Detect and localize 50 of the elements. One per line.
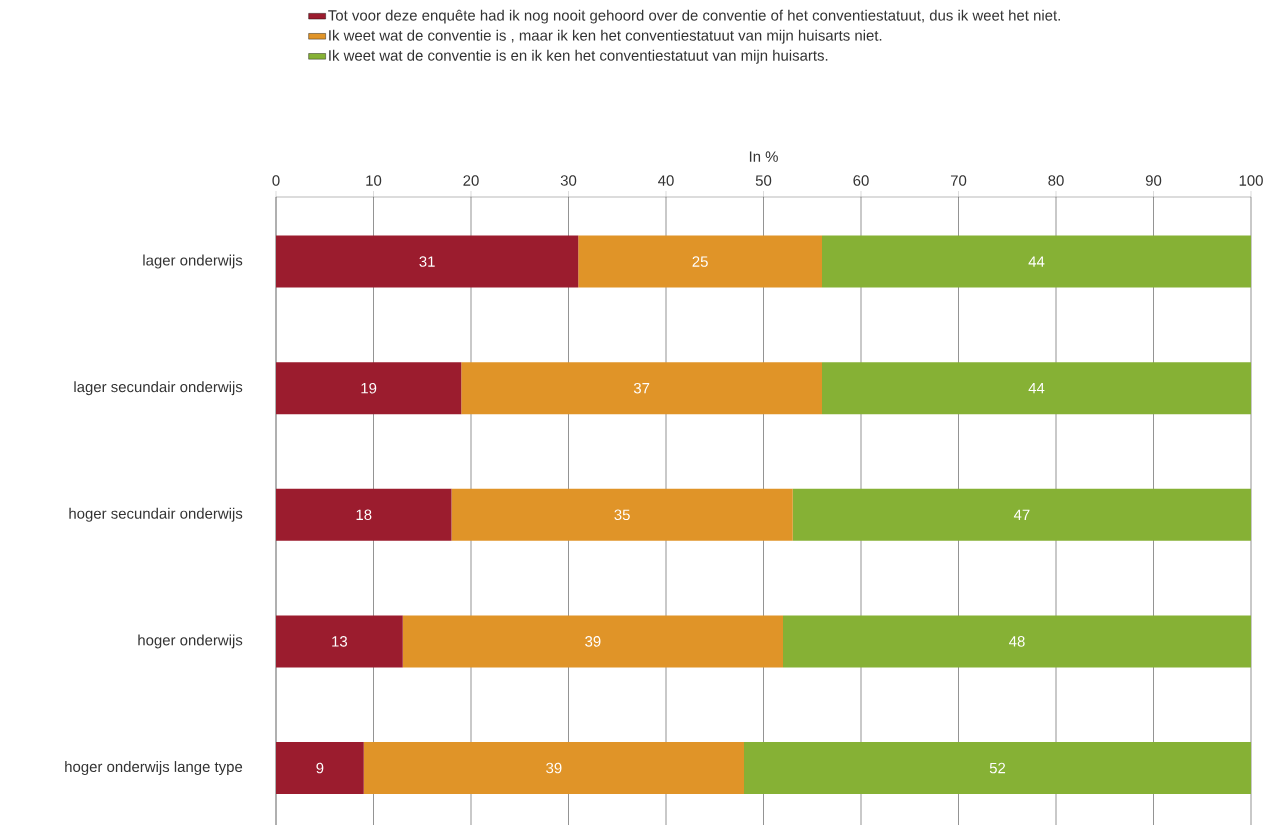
legend-label: Ik weet wat de conventie is , maar ik ken het conventiestatuut van mijn huisarts niet.: [329, 29, 882, 44]
data-label: 18: [356, 509, 372, 521]
y-tick-label: lager onderwijs: [143, 254, 243, 269]
data-label: 31: [419, 256, 435, 267]
x-tick-label: 100: [1239, 175, 1263, 186]
x-axis-title: In %: [749, 151, 778, 162]
legend-label: Tot voor deze enquête had ik nog nooit gehoord over de conventie of het conventiestatuut, dus ik weet het niet.: [328, 9, 1060, 24]
x-tick-label: 40: [658, 175, 674, 186]
x-tick-label: 90: [1145, 175, 1162, 186]
x-tick-label: 70: [950, 175, 967, 186]
data-label: 52: [989, 762, 1006, 774]
bar: [744, 742, 1252, 794]
data-label: 35: [614, 509, 630, 521]
bar: [276, 615, 403, 668]
data-label: 44: [1028, 383, 1045, 394]
x-tick-label: 10: [366, 175, 382, 186]
data-label: 39: [585, 636, 601, 647]
data-label: 19: [361, 382, 377, 394]
bar: [578, 235, 823, 288]
data-label: 47: [1013, 509, 1030, 520]
x-tick-label: 20: [463, 175, 479, 186]
data-label: 37: [633, 382, 650, 394]
bar: [822, 235, 1252, 288]
bar: [822, 362, 1252, 415]
bar: [276, 742, 364, 794]
y-tick-label: hoger onderwijs: [138, 634, 243, 649]
x-tick-label: 0: [272, 175, 280, 186]
y-tick-label: hoger onderwijs lange type: [65, 761, 243, 775]
legend-label: Ik weet wat de conventie is en ik ken het conventiestatuut van mijn huisarts.: [329, 49, 828, 64]
x-tick-label: 80: [1048, 175, 1064, 186]
data-label: 25: [692, 256, 708, 267]
data-label: 48: [1009, 636, 1025, 647]
bar: [792, 488, 1252, 541]
bar: [402, 615, 784, 668]
x-tick-label: 60: [853, 175, 869, 186]
bar: [363, 742, 745, 794]
data-label: 44: [1028, 256, 1045, 267]
x-tick-label: 30: [560, 175, 577, 186]
data-label: 39: [546, 762, 562, 774]
bar: [451, 488, 793, 541]
data-label: 13: [332, 636, 348, 647]
y-tick-label: hoger secundair onderwijs: [69, 507, 243, 522]
bar: [276, 488, 452, 541]
bar: [461, 362, 823, 415]
bar: [276, 362, 462, 415]
data-label: 9: [316, 762, 324, 774]
bar: [276, 235, 579, 288]
y-tick-label: lager secundair onderwijs: [74, 381, 243, 396]
x-tick-label: 50: [755, 175, 772, 186]
bar: [783, 615, 1252, 668]
